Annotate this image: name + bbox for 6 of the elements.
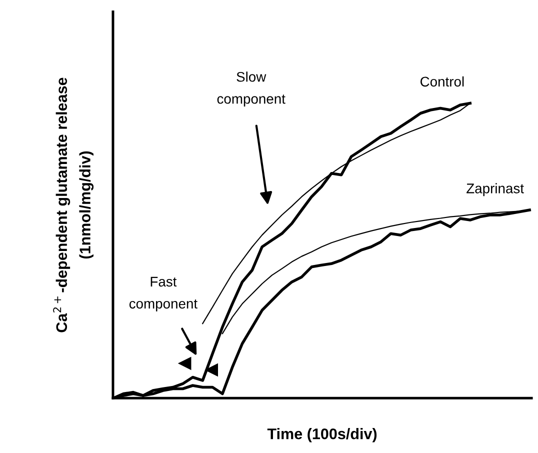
series-label: Zaprinast [466,183,524,196]
series-label: Control [420,76,464,87]
x-axis-title: Time (100s/div) [267,428,377,442]
annotation: Fast component [129,276,198,312]
y-axis-title: Ca$^{2+}$-dependent glutamate release (1nmol/mg/div) [53,78,94,332]
annotation: Slow component [217,72,286,107]
